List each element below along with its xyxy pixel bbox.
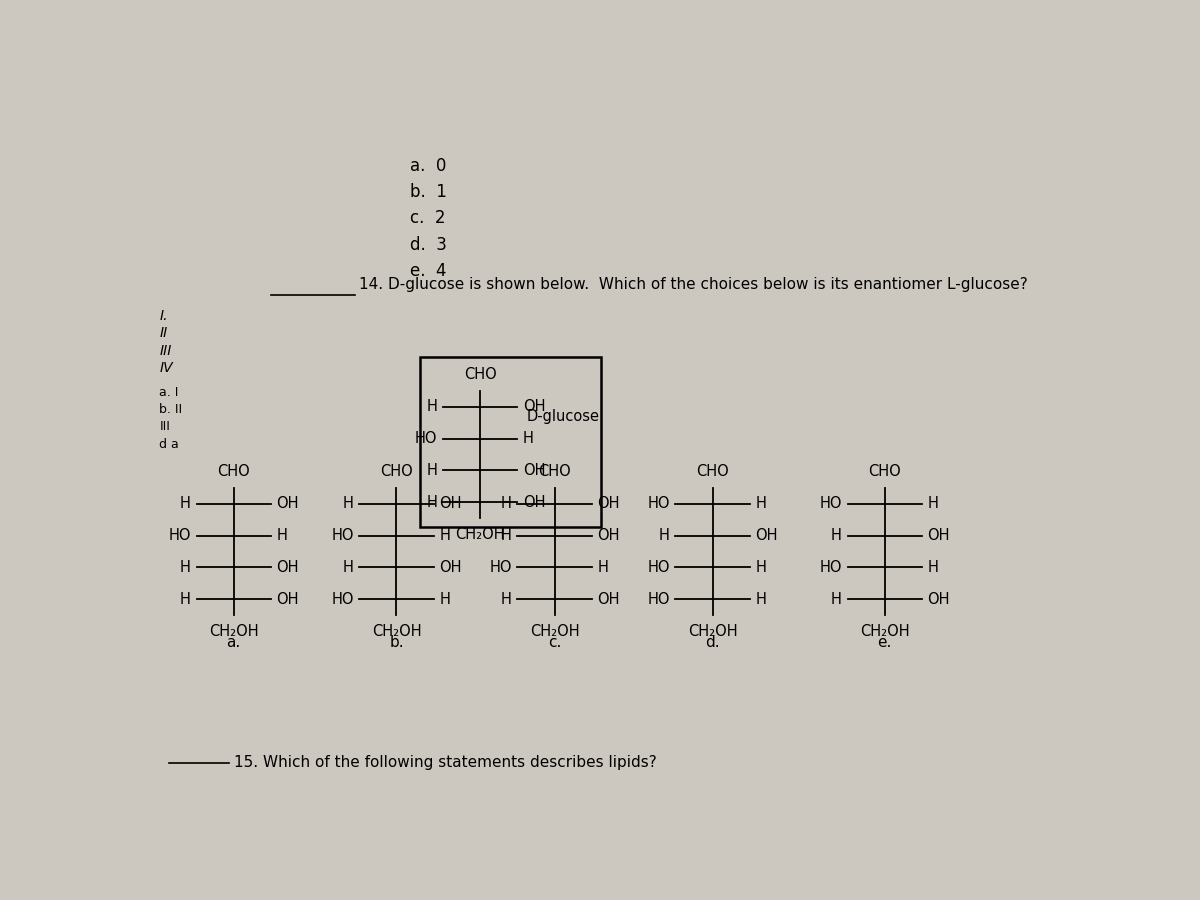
Text: H: H — [439, 592, 450, 607]
Text: CH₂OH: CH₂OH — [455, 526, 505, 542]
Text: HO: HO — [168, 528, 191, 543]
Text: H: H — [928, 496, 938, 511]
Text: H: H — [523, 431, 534, 446]
Text: H: H — [180, 496, 191, 511]
Text: H: H — [276, 528, 287, 543]
Text: IV: IV — [160, 361, 173, 375]
Text: d a: d a — [160, 437, 179, 451]
Text: c.  2: c. 2 — [410, 209, 446, 227]
Text: CH₂OH: CH₂OH — [688, 624, 738, 639]
Text: HO: HO — [647, 560, 670, 575]
Text: CH₂OH: CH₂OH — [860, 624, 910, 639]
Text: OH: OH — [523, 400, 546, 414]
Text: H: H — [426, 463, 437, 478]
Text: H: H — [756, 560, 767, 575]
Text: OH: OH — [276, 560, 299, 575]
Text: OH: OH — [598, 496, 620, 511]
Text: OH: OH — [756, 528, 778, 543]
Text: H: H — [659, 528, 670, 543]
Text: OH: OH — [928, 528, 950, 543]
Text: II: II — [160, 326, 168, 340]
Text: H: H — [426, 495, 437, 509]
Text: HO: HO — [820, 560, 842, 575]
Text: OH: OH — [598, 528, 620, 543]
Text: HO: HO — [331, 528, 354, 543]
Text: CHO: CHO — [380, 464, 413, 480]
Text: e.  4: e. 4 — [410, 262, 446, 280]
Text: HO: HO — [820, 496, 842, 511]
Text: b.  1: b. 1 — [410, 183, 448, 201]
Text: H: H — [500, 528, 511, 543]
Text: a.: a. — [227, 634, 241, 650]
Text: a.  0: a. 0 — [410, 157, 446, 175]
Text: H: H — [756, 592, 767, 607]
Text: 14. D-glucose is shown below.  Which of the choices below is its enantiomer L-gl: 14. D-glucose is shown below. Which of t… — [359, 276, 1028, 292]
Text: HO: HO — [490, 560, 511, 575]
Text: OH: OH — [928, 592, 950, 607]
Text: HO: HO — [415, 431, 437, 446]
Text: H: H — [598, 560, 608, 575]
Text: OH: OH — [439, 496, 462, 511]
Text: d.: d. — [706, 634, 720, 650]
Text: OH: OH — [439, 560, 462, 575]
Text: CHO: CHO — [217, 464, 250, 480]
Text: H: H — [343, 560, 354, 575]
Text: III: III — [160, 420, 170, 433]
Text: H: H — [500, 496, 511, 511]
Text: HO: HO — [331, 592, 354, 607]
Text: HO: HO — [647, 592, 670, 607]
Text: d.  3: d. 3 — [410, 236, 448, 254]
Text: c.: c. — [548, 634, 562, 650]
Text: CHO: CHO — [463, 367, 497, 382]
Text: D-glucose: D-glucose — [527, 409, 600, 424]
Text: HO: HO — [647, 496, 670, 511]
Text: H: H — [832, 528, 842, 543]
Text: H: H — [426, 400, 437, 414]
Text: H: H — [832, 592, 842, 607]
Text: H: H — [180, 560, 191, 575]
Text: 15. Which of the following statements describes lipids?: 15. Which of the following statements de… — [234, 755, 656, 770]
Text: H: H — [343, 496, 354, 511]
Text: CHO: CHO — [696, 464, 730, 480]
Text: CH₂OH: CH₂OH — [209, 624, 258, 639]
Text: H: H — [500, 592, 511, 607]
Text: III: III — [160, 344, 172, 357]
Text: H: H — [928, 560, 938, 575]
Text: H: H — [756, 496, 767, 511]
Text: H: H — [180, 592, 191, 607]
Text: OH: OH — [598, 592, 620, 607]
Text: e.: e. — [877, 634, 892, 650]
Text: b. II: b. II — [160, 403, 182, 416]
Text: CH₂OH: CH₂OH — [372, 624, 421, 639]
Text: CH₂OH: CH₂OH — [529, 624, 580, 639]
Text: a. I: a. I — [160, 385, 179, 399]
Text: b.: b. — [389, 634, 403, 650]
Text: OH: OH — [523, 463, 546, 478]
Text: OH: OH — [523, 495, 546, 509]
Text: OH: OH — [276, 592, 299, 607]
Text: CHO: CHO — [869, 464, 901, 480]
Text: I.: I. — [160, 309, 168, 323]
Text: H: H — [439, 528, 450, 543]
Text: OH: OH — [276, 496, 299, 511]
Text: CHO: CHO — [538, 464, 571, 480]
